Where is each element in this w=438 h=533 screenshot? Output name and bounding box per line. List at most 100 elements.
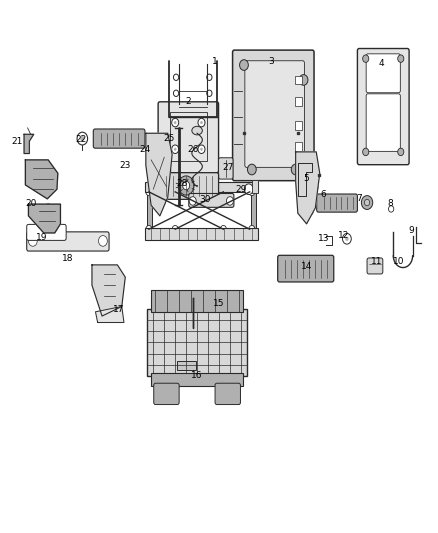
Bar [252,180,258,193]
Bar [145,182,258,192]
FancyBboxPatch shape [27,224,66,240]
Ellipse shape [200,121,203,124]
Bar [151,290,243,312]
Polygon shape [95,306,124,322]
Ellipse shape [178,176,194,195]
Ellipse shape [99,236,107,246]
Ellipse shape [45,204,52,212]
Ellipse shape [153,145,160,154]
Text: 25: 25 [163,134,174,143]
Bar [251,189,256,232]
Polygon shape [146,133,172,216]
FancyBboxPatch shape [233,50,314,181]
FancyBboxPatch shape [278,255,334,282]
FancyBboxPatch shape [357,49,409,165]
Ellipse shape [80,136,85,141]
Ellipse shape [172,118,179,127]
Bar [145,228,258,240]
Ellipse shape [160,140,166,148]
Ellipse shape [389,206,394,212]
Text: 26: 26 [187,145,198,154]
Ellipse shape [198,118,205,127]
Bar [147,189,152,232]
Ellipse shape [240,60,248,70]
Polygon shape [25,160,58,199]
Bar [177,361,196,370]
Ellipse shape [150,140,156,148]
Ellipse shape [398,148,404,156]
Text: 19: 19 [36,233,47,241]
FancyBboxPatch shape [215,383,240,405]
Text: 21: 21 [11,137,22,146]
Text: 15: 15 [213,300,225,308]
Text: 7: 7 [356,194,362,203]
Polygon shape [298,163,312,196]
Text: 14: 14 [301,262,312,271]
FancyBboxPatch shape [189,193,234,207]
Text: 29: 29 [235,185,247,193]
Text: 1: 1 [212,57,218,66]
Text: 17: 17 [113,305,124,313]
Ellipse shape [247,164,256,175]
Ellipse shape [364,199,370,206]
Ellipse shape [249,188,255,196]
Text: 27: 27 [222,164,233,172]
Text: 13: 13 [318,234,330,243]
Ellipse shape [220,188,226,196]
Bar [295,97,302,106]
Ellipse shape [165,167,171,174]
Ellipse shape [307,208,313,215]
Text: 3: 3 [268,57,275,66]
Ellipse shape [291,164,300,175]
Ellipse shape [159,199,165,206]
Bar [147,309,247,376]
Polygon shape [92,265,125,316]
Text: 4: 4 [378,60,384,68]
Polygon shape [28,204,60,233]
Text: 23: 23 [119,161,131,169]
Ellipse shape [207,74,212,80]
Ellipse shape [299,158,305,165]
Ellipse shape [173,74,179,80]
Ellipse shape [77,132,88,145]
Text: 10: 10 [393,257,404,265]
Polygon shape [296,152,320,224]
Ellipse shape [172,225,178,233]
Text: 11: 11 [371,257,382,265]
Ellipse shape [183,181,190,190]
FancyBboxPatch shape [219,158,233,179]
Polygon shape [24,134,34,154]
Ellipse shape [174,148,177,151]
Ellipse shape [226,197,233,205]
FancyBboxPatch shape [158,173,219,199]
FancyBboxPatch shape [245,61,304,167]
Ellipse shape [398,55,404,62]
FancyBboxPatch shape [154,383,179,405]
Bar [170,112,207,161]
Ellipse shape [200,148,203,151]
Text: 16: 16 [191,372,203,380]
Bar [295,142,302,151]
Text: 2: 2 [186,97,191,106]
Ellipse shape [146,188,152,196]
Text: 30: 30 [199,196,210,204]
Ellipse shape [361,196,373,209]
Ellipse shape [28,236,37,246]
Ellipse shape [146,225,152,233]
Bar [151,373,243,386]
Text: 28: 28 [176,180,187,188]
Ellipse shape [244,184,253,195]
Text: 9: 9 [409,226,415,235]
Text: 24: 24 [139,145,150,154]
Ellipse shape [249,225,255,233]
Text: 8: 8 [387,199,393,208]
Ellipse shape [161,154,167,161]
FancyBboxPatch shape [93,129,145,148]
FancyBboxPatch shape [158,102,219,173]
Ellipse shape [192,126,202,135]
Ellipse shape [300,176,307,184]
Ellipse shape [345,237,349,241]
Ellipse shape [220,225,226,233]
Text: 6: 6 [320,190,326,199]
Ellipse shape [189,197,196,205]
